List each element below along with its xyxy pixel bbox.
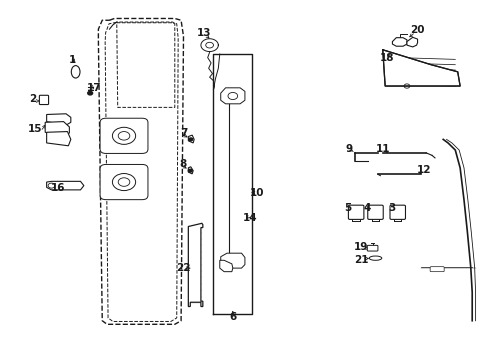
Circle shape — [88, 91, 92, 95]
Text: 22: 22 — [176, 263, 190, 273]
Text: 15: 15 — [28, 125, 43, 135]
Text: 16: 16 — [50, 183, 65, 193]
Text: 20: 20 — [409, 25, 424, 35]
Polygon shape — [382, 50, 459, 86]
Text: 3: 3 — [387, 203, 394, 213]
Polygon shape — [220, 253, 244, 268]
Polygon shape — [220, 88, 244, 104]
Text: 18: 18 — [378, 52, 393, 62]
Text: 21: 21 — [353, 255, 367, 265]
FancyBboxPatch shape — [367, 205, 382, 220]
Text: 17: 17 — [87, 83, 101, 93]
FancyBboxPatch shape — [39, 95, 48, 105]
Polygon shape — [46, 114, 71, 125]
Polygon shape — [392, 38, 406, 46]
Polygon shape — [219, 260, 232, 272]
FancyBboxPatch shape — [389, 205, 405, 220]
Text: 8: 8 — [180, 159, 187, 169]
Text: 14: 14 — [242, 213, 257, 223]
Text: 11: 11 — [375, 144, 389, 154]
Polygon shape — [46, 132, 71, 146]
Text: 2: 2 — [30, 94, 37, 104]
Text: 1: 1 — [69, 55, 76, 65]
Text: 13: 13 — [196, 28, 211, 38]
Text: 7: 7 — [180, 128, 187, 138]
Text: 9: 9 — [345, 144, 352, 154]
Circle shape — [188, 138, 192, 141]
FancyBboxPatch shape — [100, 165, 148, 200]
Text: 4: 4 — [363, 203, 370, 213]
Text: 12: 12 — [416, 165, 430, 175]
FancyBboxPatch shape — [100, 118, 148, 154]
Text: 6: 6 — [229, 312, 236, 322]
Text: 10: 10 — [249, 188, 264, 198]
Ellipse shape — [368, 256, 381, 260]
Circle shape — [188, 169, 192, 172]
Ellipse shape — [71, 66, 80, 78]
Polygon shape — [188, 167, 193, 174]
Polygon shape — [406, 37, 417, 47]
FancyBboxPatch shape — [366, 245, 377, 251]
FancyBboxPatch shape — [429, 267, 443, 272]
Polygon shape — [46, 181, 84, 190]
Polygon shape — [45, 122, 69, 136]
Text: 5: 5 — [344, 203, 351, 213]
Polygon shape — [188, 135, 194, 143]
Text: 19: 19 — [353, 242, 367, 252]
Polygon shape — [188, 223, 202, 307]
FancyBboxPatch shape — [348, 205, 363, 220]
